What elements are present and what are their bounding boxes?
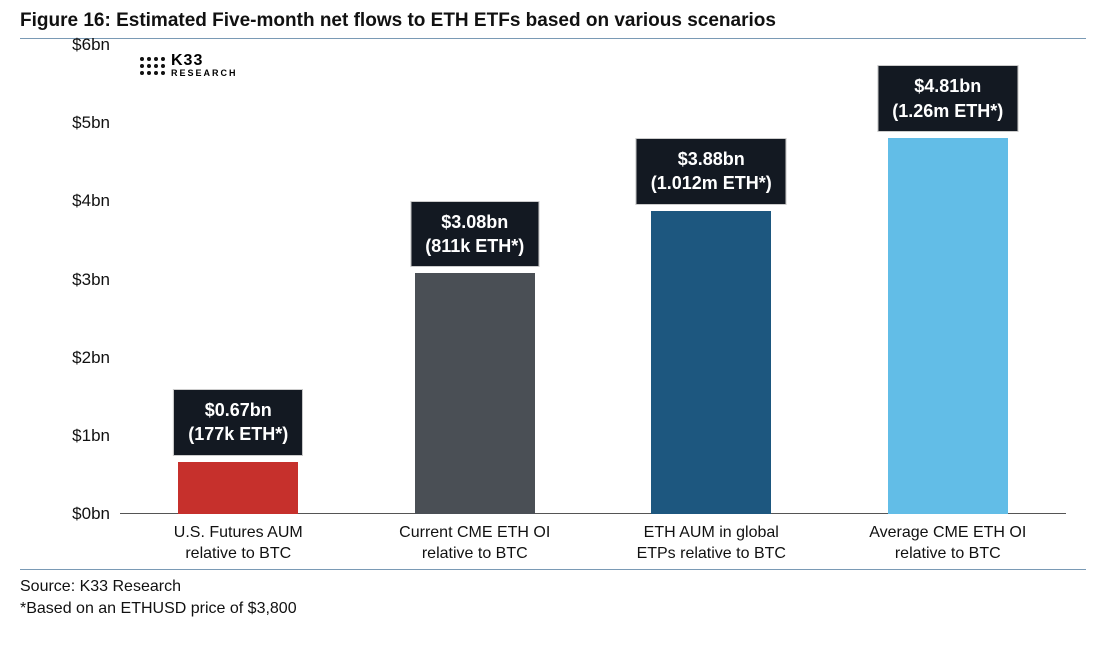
bar-slot: $3.08bn(811k ETH*) [357,45,594,514]
y-tick-label: $6bn [50,35,110,55]
bar-data-label: $0.67bn(177k ETH*) [173,389,303,456]
bars-container: $0.67bn(177k ETH*) $3.08bn(811k ETH*) $3.8… [120,45,1066,514]
plot-region: $0.67bn(177k ETH*) $3.08bn(811k ETH*) $3.8… [120,45,1066,514]
y-tick-label: $0bn [50,504,110,524]
chart-footer: Source: K33 Research *Based on an ETHUSD… [20,576,1086,621]
bar [651,211,771,514]
x-tick-label: Average CME ETH OIrelative to BTC [830,523,1067,565]
bar-data-label: $3.88bn(1.012m ETH*) [636,138,787,205]
x-tick-label: Current CME ETH OIrelative to BTC [357,523,594,565]
y-tick-label: $2bn [50,348,110,368]
bar-slot: $0.67bn(177k ETH*) [120,45,357,514]
y-tick-label: $1bn [50,426,110,446]
bar [888,138,1008,514]
source-text: Source: K33 Research [20,576,1086,598]
y-tick-label: $3bn [50,270,110,290]
bar-slot: $4.81bn(1.26m ETH*) [830,45,1067,514]
x-axis-labels: U.S. Futures AUMrelative to BTCCurrent C… [120,523,1066,565]
footnote-text: *Based on an ETHUSD price of $3,800 [20,598,1086,620]
bar [415,273,535,514]
bar [178,462,298,514]
bar-data-label: $3.08bn(811k ETH*) [410,201,539,268]
x-tick-label: ETH AUM in globalETPs relative to BTC [593,523,830,565]
chart-area: K33 RESEARCH $0.67bn(177k ETH*)$3.08bn(8… [20,45,1086,570]
bar-data-label: $4.81bn(1.26m ETH*) [877,65,1018,132]
x-tick-label: U.S. Futures AUMrelative to BTC [120,523,357,565]
bar-slot: $3.88bn(1.012m ETH*) [593,45,830,514]
y-tick-label: $5bn [50,113,110,133]
figure-title: Figure 16: Estimated Five-month net flow… [20,10,1086,39]
y-tick-label: $4bn [50,191,110,211]
